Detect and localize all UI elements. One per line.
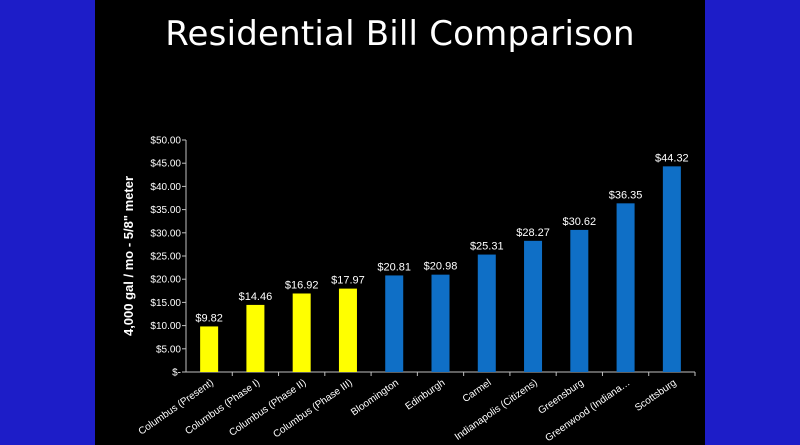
data-label: $25.31 [470, 241, 504, 253]
y-tick-label: $35.00 [150, 205, 181, 216]
bar [662, 166, 681, 372]
bar [616, 203, 635, 372]
bar [570, 229, 589, 372]
bar [524, 240, 543, 372]
y-tick-label: $20.00 [150, 275, 181, 286]
y-tick-label: $40.00 [150, 182, 181, 193]
y-tick-label: $5.00 [156, 344, 181, 355]
bar [338, 288, 357, 372]
y-axis-title: 4,000 gal / mo - 5/8" meter [121, 176, 136, 336]
y-tick-label: $- [172, 368, 181, 379]
y-tick-label: $45.00 [150, 159, 181, 170]
data-label: $36.35 [609, 189, 643, 201]
y-tick-label: $10.00 [150, 321, 181, 332]
data-label: $16.92 [285, 279, 319, 291]
bar [431, 274, 450, 372]
y-tick-label: $15.00 [150, 298, 181, 309]
data-label: $14.46 [239, 291, 273, 303]
category-label: Indianapolis (Citizens) [453, 377, 540, 442]
y-tick-label: $50.00 [150, 136, 181, 147]
category-label: Bloomington [349, 377, 401, 418]
bar [385, 275, 404, 372]
slide-title: Residential Bill Comparison [165, 14, 635, 54]
data-label: $20.81 [377, 261, 411, 273]
bar [200, 326, 219, 372]
category-label: Columbus (Phase III) [271, 377, 354, 440]
data-label: $44.32 [655, 152, 689, 164]
category-label: Carmel [461, 377, 494, 404]
bar [292, 293, 311, 372]
category-label: Scottsburg [633, 377, 678, 413]
bar-chart: $- $5.00 $10.00 $15.00 $20.00 $25.00 $30.00 $35… [121, 136, 696, 444]
y-tick-label: $30.00 [150, 228, 181, 239]
bar [477, 254, 496, 372]
category-label: Columbus (Phase II) [227, 377, 308, 438]
data-label: $20.98 [424, 261, 458, 273]
category-label: Edinburgh [404, 377, 448, 412]
bar [246, 304, 265, 372]
category-label: Greenwood (Indiana… [544, 377, 633, 444]
category-label: Columbus (Present) [137, 377, 216, 437]
data-label: $17.97 [331, 275, 365, 287]
y-tick-label: $25.00 [150, 252, 181, 263]
data-label: $28.27 [516, 227, 550, 239]
data-label: $30.62 [562, 216, 596, 228]
data-label: $9.82 [195, 312, 223, 324]
slide: Residential Bill Comparison $- $5.00 $10.0… [95, 0, 705, 445]
